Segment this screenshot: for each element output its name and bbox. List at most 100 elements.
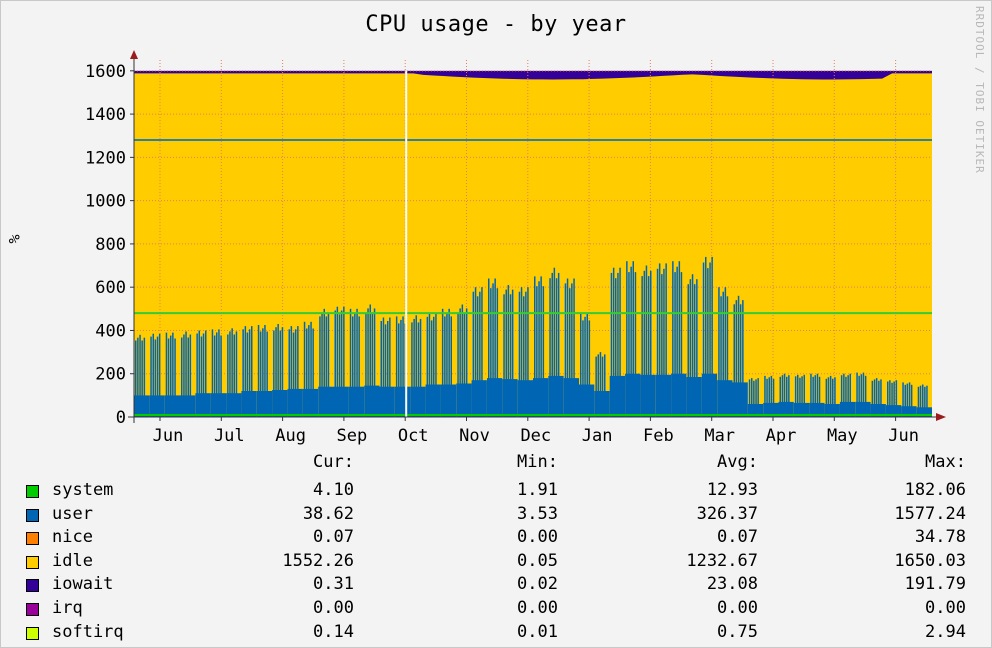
legend-value-min: 1.91 <box>517 480 558 500</box>
user-bar <box>707 268 709 417</box>
legend-value-avg: 326.37 <box>696 503 758 524</box>
user-bar <box>400 319 402 417</box>
user-bar <box>569 288 571 417</box>
user-bar <box>726 296 729 417</box>
user-bar <box>588 320 591 417</box>
user-bar <box>555 278 558 417</box>
user-bar <box>864 375 867 417</box>
user-bar <box>702 262 705 417</box>
user-bar <box>827 377 830 417</box>
user-bar <box>518 291 521 417</box>
user-bar <box>536 286 538 417</box>
user-bar <box>220 335 222 417</box>
user-bar <box>626 261 628 417</box>
user-bar <box>308 325 310 417</box>
user-bar <box>891 382 893 417</box>
user-bar <box>584 316 586 417</box>
user-bar <box>902 382 904 417</box>
user-bar <box>490 288 492 417</box>
legend-value-cur: 38.62 <box>302 503 354 524</box>
user-bar <box>303 321 306 417</box>
user-bar <box>503 294 505 417</box>
user-bar <box>610 272 613 417</box>
user-bar <box>751 378 753 417</box>
user-bar <box>748 379 751 417</box>
y-tick-label: 0 <box>116 408 126 428</box>
user-bar <box>595 356 597 417</box>
user-bar <box>336 306 339 417</box>
user-bar <box>511 289 514 417</box>
user-bar <box>211 329 214 417</box>
user-bar <box>183 334 185 417</box>
user-bar <box>281 327 284 417</box>
user-bar <box>889 380 891 417</box>
user-bar <box>358 316 360 417</box>
user-bar <box>527 287 529 417</box>
user-bar <box>643 270 646 417</box>
user-bar <box>150 336 152 417</box>
user-bar <box>476 296 479 417</box>
legend-value-min: 0.02 <box>517 574 558 595</box>
user-bar <box>488 278 490 417</box>
user-bar <box>895 380 898 417</box>
user-bar <box>448 308 450 417</box>
user-bar <box>742 300 744 417</box>
legend-swatch <box>26 579 39 593</box>
legend-row-nice: nice 0.07 0.00 0.07 34.78 <box>0 527 992 551</box>
user-bar <box>170 335 172 417</box>
user-bar <box>557 272 560 417</box>
user-bar <box>229 331 231 417</box>
user-bar <box>816 373 819 417</box>
user-bar <box>244 326 247 417</box>
user-bar <box>380 321 382 417</box>
user-bar <box>141 340 143 417</box>
legend-value-max: 1577.24 <box>894 503 966 524</box>
user-bar <box>417 322 420 417</box>
user-bar <box>843 373 845 417</box>
legend-value-cur: 0.14 <box>313 621 354 642</box>
user-bar <box>327 312 330 417</box>
user-bar <box>444 316 446 417</box>
user-bar <box>632 261 634 417</box>
user-bar <box>349 308 352 417</box>
user-bar <box>227 334 229 417</box>
user-bar <box>435 313 437 417</box>
legend-table: Cur: Min: Avg: Max: system 4.10 1.91 12.93 1… <box>0 452 992 648</box>
legend-swatch <box>26 485 39 498</box>
user-bar <box>369 304 371 417</box>
user-bar <box>479 291 481 417</box>
user-bar <box>630 266 632 417</box>
user-bar <box>753 380 755 417</box>
legend-series-name: idle <box>52 550 93 571</box>
user-bar <box>509 294 512 417</box>
user-bar <box>542 286 545 417</box>
legend-header-avg: Avg: <box>717 452 758 472</box>
user-bar <box>185 331 187 417</box>
user-bar <box>549 278 551 417</box>
user-bar <box>306 328 308 417</box>
user-bar <box>757 378 759 417</box>
user-bar <box>810 373 812 417</box>
user-bar <box>906 383 909 417</box>
user-bar <box>279 330 282 417</box>
user-bar <box>641 276 643 417</box>
legend-value-avg: 0.07 <box>717 527 758 548</box>
user-bar <box>139 334 141 417</box>
user-bar <box>398 323 400 417</box>
legend-value-cur: 0.31 <box>313 574 354 595</box>
user-bar <box>803 374 805 417</box>
user-bar <box>181 337 183 417</box>
user-bar <box>645 265 648 417</box>
user-bar <box>878 380 880 417</box>
user-bar <box>323 308 325 417</box>
user-bar <box>312 328 314 417</box>
user-bar <box>242 329 244 417</box>
user-bar <box>922 384 924 417</box>
user-bar <box>566 278 569 417</box>
x-tick-label: May <box>827 426 858 446</box>
user-bar <box>797 374 799 417</box>
user-bar <box>735 300 738 417</box>
x-tick-label: Aug <box>275 426 306 446</box>
user-bar <box>739 304 742 417</box>
legend-value-min: 0.00 <box>517 598 558 618</box>
